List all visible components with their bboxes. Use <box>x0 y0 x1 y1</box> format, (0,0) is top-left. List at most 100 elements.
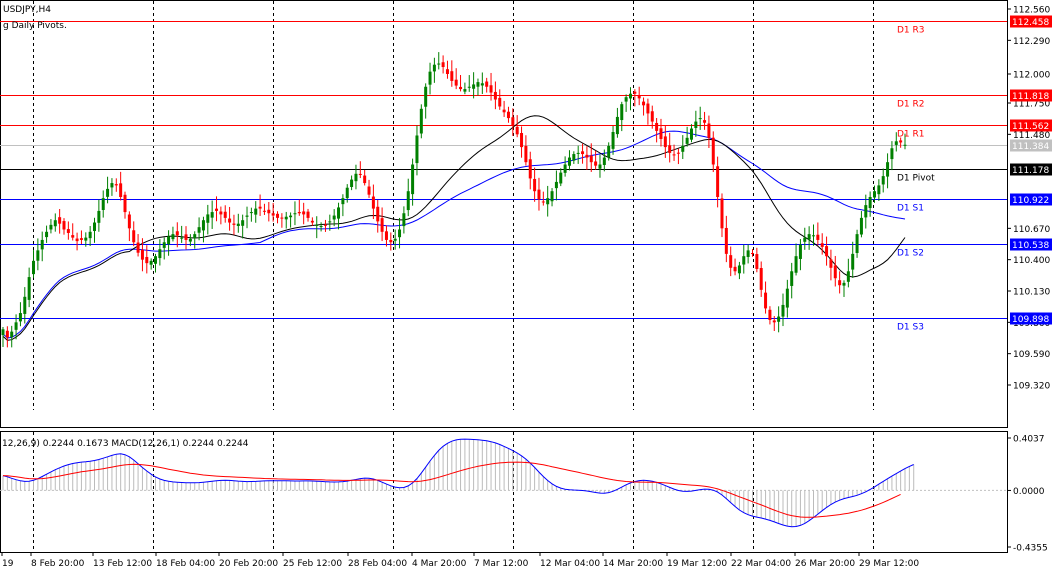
candle-body <box>337 207 341 219</box>
candle-body <box>541 201 545 203</box>
candle-body <box>506 111 510 119</box>
indicator-label: g Daily Pivots. <box>3 21 67 31</box>
candle-body <box>528 159 532 179</box>
candle-body <box>668 145 672 153</box>
candle-body <box>859 217 863 235</box>
candlesticks <box>1 52 907 348</box>
price-tick-label: 111.480 <box>1013 131 1050 141</box>
candle-body <box>737 265 741 274</box>
candle-body <box>594 161 598 166</box>
candle-body <box>650 111 654 122</box>
candle-body <box>489 85 493 93</box>
candle-body <box>402 213 406 227</box>
candle-body <box>323 224 327 226</box>
candle-body <box>877 185 881 195</box>
candle-body <box>820 243 824 247</box>
candle-body <box>750 252 754 254</box>
candle-body <box>772 320 776 323</box>
candle-body <box>79 238 83 240</box>
candle-body <box>254 208 258 215</box>
candle-body <box>371 196 375 209</box>
candle-body <box>733 266 737 272</box>
macd-vertical-gridlines <box>33 432 874 552</box>
candle-body <box>36 250 40 261</box>
candle-body <box>755 254 759 269</box>
candle-body <box>354 173 358 182</box>
symbol-timeframe-label: USDJPY,H4 <box>3 5 51 15</box>
date-tick-label: 22 Mar 04:00 <box>731 559 791 569</box>
candle-body <box>720 198 724 229</box>
candle-body <box>620 104 624 121</box>
pivot-level-name: D1 Pivot <box>897 174 935 184</box>
candle-body <box>598 164 602 169</box>
candle-body <box>855 234 859 254</box>
candle-body <box>498 97 502 107</box>
candle-body <box>27 277 31 300</box>
candle-body <box>803 237 807 242</box>
candle-body <box>838 280 842 286</box>
candle-body <box>794 256 798 273</box>
candle-body <box>167 236 171 245</box>
candle-body <box>716 166 720 197</box>
candle-body <box>310 220 314 223</box>
candle-body <box>32 260 36 275</box>
price-tag-text: 110.922 <box>1012 196 1049 206</box>
candle-body <box>493 91 497 100</box>
candle-body <box>811 235 815 237</box>
candle-body <box>441 62 445 68</box>
candle-body <box>223 211 227 218</box>
candle-body <box>502 109 506 113</box>
candle-body <box>764 292 768 309</box>
pivot-level-name: D1 S1 <box>897 204 924 214</box>
candle-body <box>297 211 301 214</box>
candle-body <box>45 231 49 238</box>
candle-body <box>659 128 663 139</box>
candle-body <box>742 256 746 265</box>
candle-body <box>624 97 628 102</box>
candle-body <box>154 256 158 264</box>
candle-body <box>711 137 715 165</box>
current-price-tag-text: 111.384 <box>1012 142 1049 152</box>
candle-body <box>236 223 240 227</box>
price-tag-text: 111.562 <box>1012 122 1049 132</box>
candle-body <box>75 238 79 242</box>
candle-body <box>232 223 236 225</box>
candle-body <box>899 140 903 143</box>
candle-body <box>306 211 310 218</box>
date-tick-label: 25 Feb 12:00 <box>283 559 342 569</box>
candle-body <box>149 260 153 265</box>
macd-plot-frame <box>0 431 1008 553</box>
price-tick-label: 111.750 <box>1013 100 1050 110</box>
main-vertical-gridlines <box>33 1 874 410</box>
candle-body <box>393 238 397 241</box>
price-tick-label: 109.320 <box>1013 382 1050 392</box>
date-axis: 19 8 Feb 20:00 13 Feb 12:00 18 Feb 04:00 20 … <box>1 552 919 569</box>
candle-body <box>258 206 262 209</box>
price-tick-label: 112.290 <box>1013 37 1050 47</box>
candle-body <box>480 83 484 86</box>
candle-body <box>537 189 541 200</box>
candle-body <box>145 256 149 264</box>
candle-body <box>267 209 271 214</box>
candle-body <box>546 198 550 205</box>
candle-body <box>201 220 205 231</box>
candle-body <box>127 214 131 229</box>
candle-body <box>894 141 898 145</box>
candle-body <box>798 244 802 259</box>
macd-tick-label: 0.0000 <box>1013 487 1045 497</box>
candle-body <box>833 265 837 279</box>
candle-body <box>188 238 192 242</box>
candle-body <box>184 234 188 240</box>
current-price-tag-bg <box>1010 139 1052 152</box>
candle-body <box>14 322 18 330</box>
candle-body <box>607 145 611 158</box>
candle-body <box>53 220 57 227</box>
pivot-level-name: D1 R1 <box>897 130 925 140</box>
macd-axis: 0.4037 0.0000 -0.4355 <box>1007 435 1048 554</box>
candle-body <box>872 191 876 198</box>
candle-body <box>280 217 284 219</box>
candle-body <box>886 162 890 177</box>
candle-body <box>781 304 785 317</box>
candle-body <box>655 122 659 131</box>
